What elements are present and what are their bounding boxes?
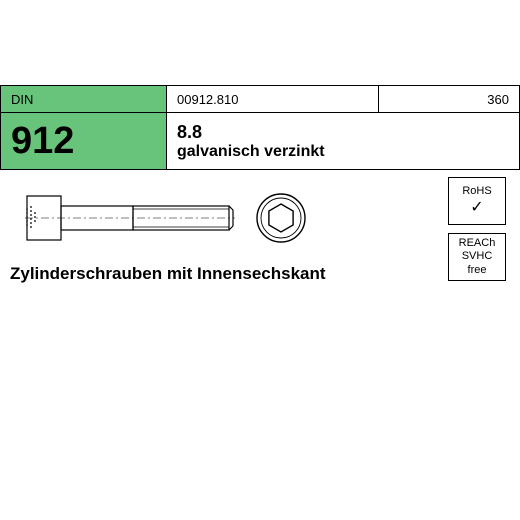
finish-text: galvanisch verzinkt xyxy=(177,143,509,161)
check-icon: ✓ xyxy=(470,198,483,217)
product-title: Zylinderschrauben mit Innensechskant xyxy=(0,258,520,284)
grade-finish-cell: 8.8 galvanisch verzinkt xyxy=(167,113,520,170)
right-number-cell: 360 xyxy=(379,86,520,113)
illustration-row: RoHS ✓ REACh SVHC free xyxy=(0,170,520,258)
grade-text: 8.8 xyxy=(177,122,509,143)
compliance-badges: RoHS ✓ REACh SVHC free xyxy=(448,177,506,281)
spec-number-cell: 00912.810 xyxy=(167,86,379,113)
screw-side-view-icon xyxy=(25,188,235,248)
din-label-cell: DIN xyxy=(1,86,167,113)
reach-line2: SVHC xyxy=(462,250,493,263)
rohs-badge: RoHS ✓ xyxy=(448,177,506,225)
standard-number-cell: 912 xyxy=(1,113,167,170)
reach-line1: REACh xyxy=(459,237,496,250)
spec-header-table: DIN 00912.810 360 912 8.8 galvanisch ver… xyxy=(0,85,520,170)
screw-head-front-icon xyxy=(255,192,307,244)
reach-line3: free xyxy=(468,264,487,277)
reach-badge: REACh SVHC free xyxy=(448,233,506,281)
rohs-label: RoHS xyxy=(462,185,491,198)
